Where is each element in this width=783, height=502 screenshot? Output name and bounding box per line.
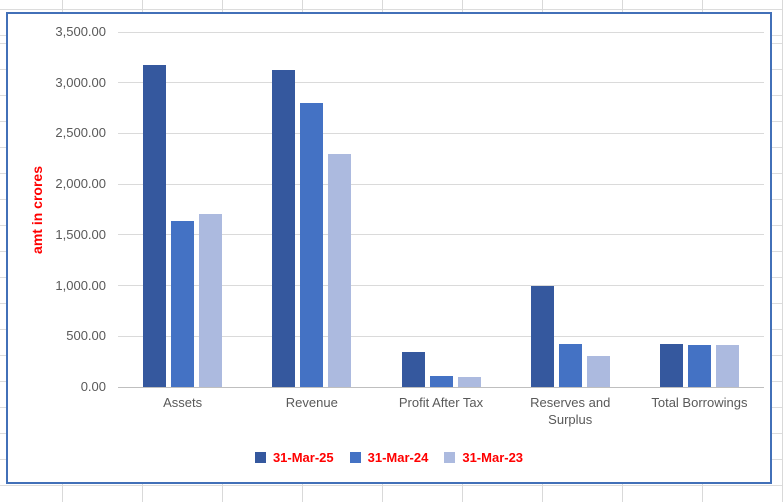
bar-31-Mar-25-total-borrowings[interactable] [659, 344, 683, 387]
y-tick-label-3000: 3,000.00 [55, 74, 106, 90]
y-tick-label-1500: 1,500.00 [55, 226, 106, 242]
legend: 31-Mar-25 31-Mar-24 31-Mar-23 [8, 450, 770, 465]
bar-31-Mar-23-reserves-and-surplus[interactable] [586, 355, 610, 387]
bar-31-Mar-23-profit-after-tax[interactable] [457, 376, 481, 387]
bar-31-Mar-24-assets[interactable] [171, 220, 195, 387]
bar-31-Mar-23-assets[interactable] [199, 213, 223, 387]
category-label-assets: Assets [163, 395, 203, 410]
y-tick-label-1000: 1,000.00 [55, 277, 106, 293]
bar-group-revenue [247, 32, 376, 387]
gridline-2500 [118, 132, 764, 134]
legend-label: 31-Mar-25 [272, 450, 334, 465]
gridline-2000 [118, 183, 764, 185]
y-tick-label-2000: 2,000.00 [55, 176, 106, 192]
legend-swatch-icon [444, 452, 456, 463]
legend-swatch-icon [349, 452, 361, 463]
category-label-revenue: Revenue [285, 395, 338, 410]
bar-group-assets [118, 32, 247, 387]
bar-31-Mar-24-profit-after-tax[interactable] [429, 375, 453, 387]
bar-31-Mar-24-reserves-and-surplus[interactable] [558, 344, 582, 387]
bar-31-Mar-25-revenue[interactable] [272, 69, 296, 387]
legend-swatch-icon [254, 452, 266, 463]
legend-label: 31-Mar-24 [367, 450, 429, 465]
gridline-1000 [118, 285, 764, 287]
bar-31-Mar-25-assets[interactable] [143, 64, 167, 387]
bar-31-Mar-24-total-borrowings[interactable] [687, 345, 711, 387]
y-tick-label-3500: 3,500.00 [55, 24, 106, 39]
bar-group-reserves-and-surplus [506, 32, 635, 387]
gridline-3000 [118, 82, 764, 84]
category-label-total-borrowings: Total Borrowings [651, 395, 748, 410]
x-axis-category-labels: Assets Revenue Profit After Tax Reserves an… [118, 395, 764, 429]
chart[interactable]: amt in crores 0.00 500.00 1,000.00 1,500.00… [6, 12, 772, 484]
x-axis-line [118, 386, 764, 388]
y-tick-label-2500: 2,500.00 [55, 125, 106, 141]
gridline-3500 [118, 31, 764, 33]
category-label-reserves-and-surplus: Reserves and Surplus [530, 395, 611, 427]
legend-item-31-Mar-25[interactable]: 31-Mar-25 [254, 450, 334, 465]
category-label-profit-after-tax: Profit After Tax [398, 395, 484, 410]
gridline-1500 [118, 234, 764, 236]
bar-31-Mar-25-reserves-and-surplus[interactable] [530, 285, 554, 387]
legend-item-31-Mar-24[interactable]: 31-Mar-24 [349, 450, 429, 465]
legend-label: 31-Mar-23 [462, 450, 524, 465]
bar-group-profit-after-tax [376, 32, 505, 387]
legend-item-31-Mar-23[interactable]: 31-Mar-23 [444, 450, 523, 465]
plot-area [118, 31, 764, 388]
gridline-500 [118, 335, 764, 337]
bar-group-total-borrowings [635, 32, 764, 387]
bar-31-Mar-24-revenue[interactable] [300, 103, 324, 387]
y-tick-label-0: 0.00 [80, 379, 106, 394]
bar-31-Mar-25-profit-after-tax[interactable] [401, 351, 425, 387]
bar-31-Mar-23-total-borrowings[interactable] [715, 345, 739, 387]
bar-groups [118, 32, 764, 387]
y-tick-label-500: 500.00 [66, 328, 106, 344]
bar-31-Mar-23-revenue[interactable] [328, 153, 352, 387]
